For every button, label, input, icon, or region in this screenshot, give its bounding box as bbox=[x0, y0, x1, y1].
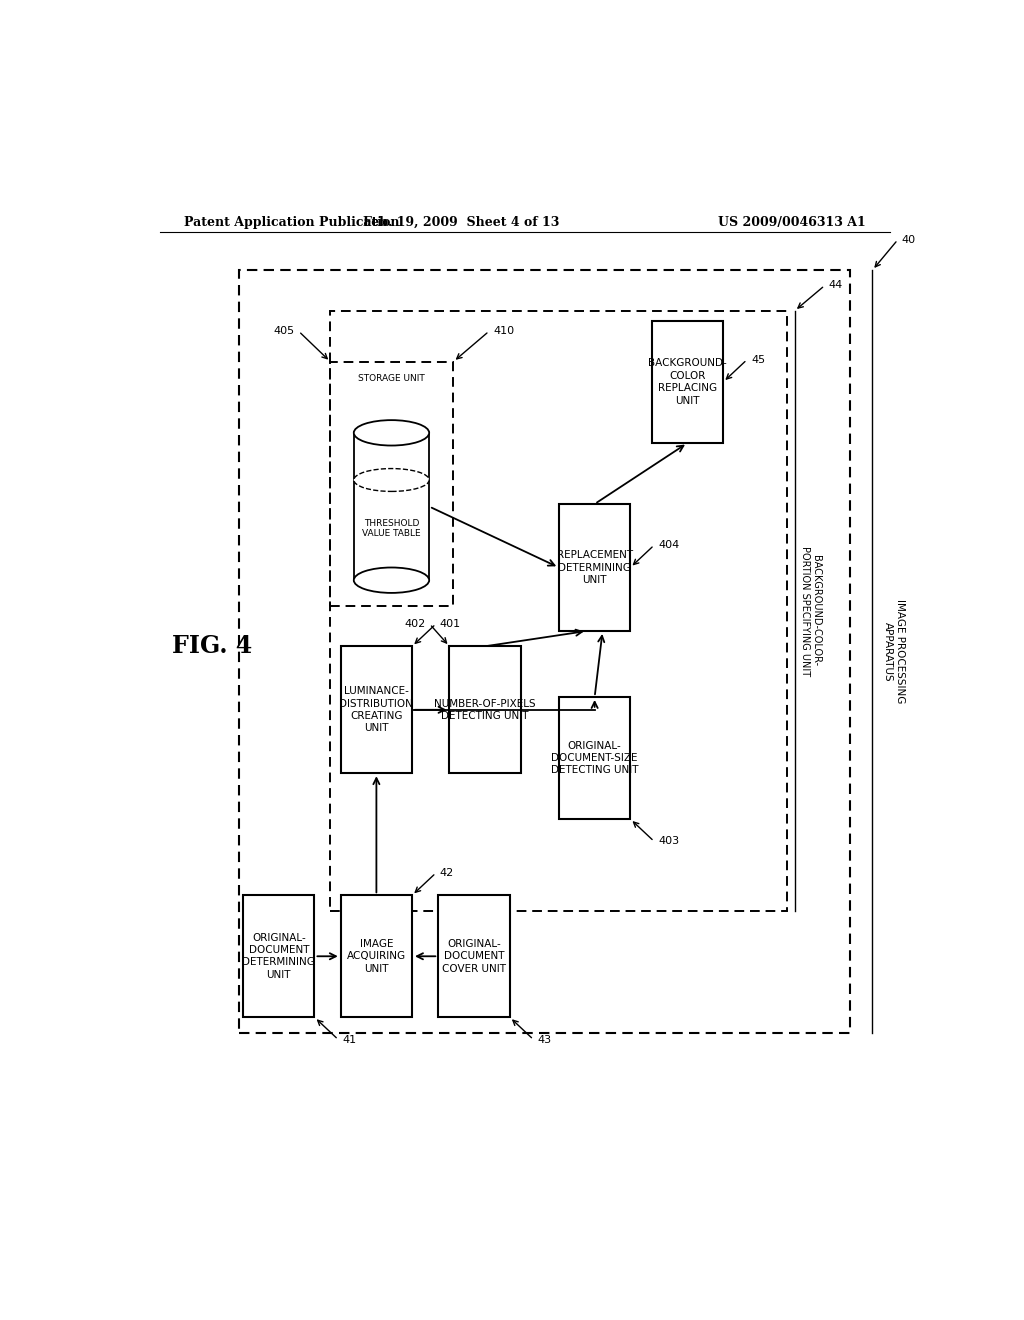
Text: 45: 45 bbox=[751, 355, 765, 364]
Text: Patent Application Publication: Patent Application Publication bbox=[183, 216, 399, 228]
Bar bbox=[652, 321, 723, 444]
Text: 42: 42 bbox=[440, 869, 454, 878]
Bar bbox=[240, 271, 850, 1032]
Bar bbox=[559, 504, 631, 631]
Ellipse shape bbox=[353, 469, 429, 491]
Bar bbox=[331, 312, 786, 911]
Text: 43: 43 bbox=[538, 1035, 552, 1044]
Text: 402: 402 bbox=[404, 619, 426, 628]
Bar bbox=[243, 895, 314, 1018]
Ellipse shape bbox=[353, 568, 429, 593]
Text: ORIGINAL-
DOCUMENT-SIZE
DETECTING UNIT: ORIGINAL- DOCUMENT-SIZE DETECTING UNIT bbox=[551, 741, 638, 775]
Text: REPLACEMENT
DETERMINING
UNIT: REPLACEMENT DETERMINING UNIT bbox=[557, 550, 633, 585]
Bar bbox=[438, 895, 510, 1018]
Text: Feb. 19, 2009  Sheet 4 of 13: Feb. 19, 2009 Sheet 4 of 13 bbox=[364, 216, 559, 228]
Ellipse shape bbox=[353, 420, 429, 446]
Text: NUMBER-OF-PIXELS
DETECTING UNIT: NUMBER-OF-PIXELS DETECTING UNIT bbox=[434, 698, 536, 721]
Text: 401: 401 bbox=[440, 619, 461, 628]
Text: US 2009/0046313 A1: US 2009/0046313 A1 bbox=[718, 216, 866, 228]
Bar bbox=[331, 362, 454, 606]
Text: 40: 40 bbox=[902, 235, 915, 244]
Bar bbox=[341, 647, 412, 774]
Text: FIG. 4: FIG. 4 bbox=[172, 635, 252, 659]
Text: ORIGINAL-
DOCUMENT
DETERMINING
UNIT: ORIGINAL- DOCUMENT DETERMINING UNIT bbox=[243, 933, 315, 979]
Text: ORIGINAL-
DOCUMENT
COVER UNIT: ORIGINAL- DOCUMENT COVER UNIT bbox=[442, 939, 506, 974]
Bar bbox=[353, 433, 429, 581]
Bar bbox=[450, 647, 521, 774]
Text: BACKGROUND-
COLOR
REPLACING
UNIT: BACKGROUND- COLOR REPLACING UNIT bbox=[648, 359, 727, 405]
Bar bbox=[341, 895, 412, 1018]
Text: THRESHOLD
VALUE TABLE: THRESHOLD VALUE TABLE bbox=[362, 519, 421, 539]
Text: LUMINANCE-
DISTRIBUTION
CREATING
UNIT: LUMINANCE- DISTRIBUTION CREATING UNIT bbox=[340, 686, 414, 734]
Text: BACKGROUND-COLOR-
PORTION SPECIFYING UNIT: BACKGROUND-COLOR- PORTION SPECIFYING UNI… bbox=[800, 545, 821, 676]
Text: 403: 403 bbox=[658, 837, 679, 846]
Text: STORAGE UNIT: STORAGE UNIT bbox=[358, 374, 425, 383]
Bar bbox=[559, 697, 631, 818]
Text: 41: 41 bbox=[342, 1035, 356, 1044]
Text: 405: 405 bbox=[273, 326, 295, 337]
Text: 44: 44 bbox=[828, 280, 843, 290]
Text: IMAGE
ACQUIRING
UNIT: IMAGE ACQUIRING UNIT bbox=[347, 939, 406, 974]
Text: 410: 410 bbox=[494, 326, 514, 337]
Text: IMAGE PROCESSING
APPARATUS: IMAGE PROCESSING APPARATUS bbox=[883, 599, 904, 704]
Text: 404: 404 bbox=[658, 540, 679, 550]
